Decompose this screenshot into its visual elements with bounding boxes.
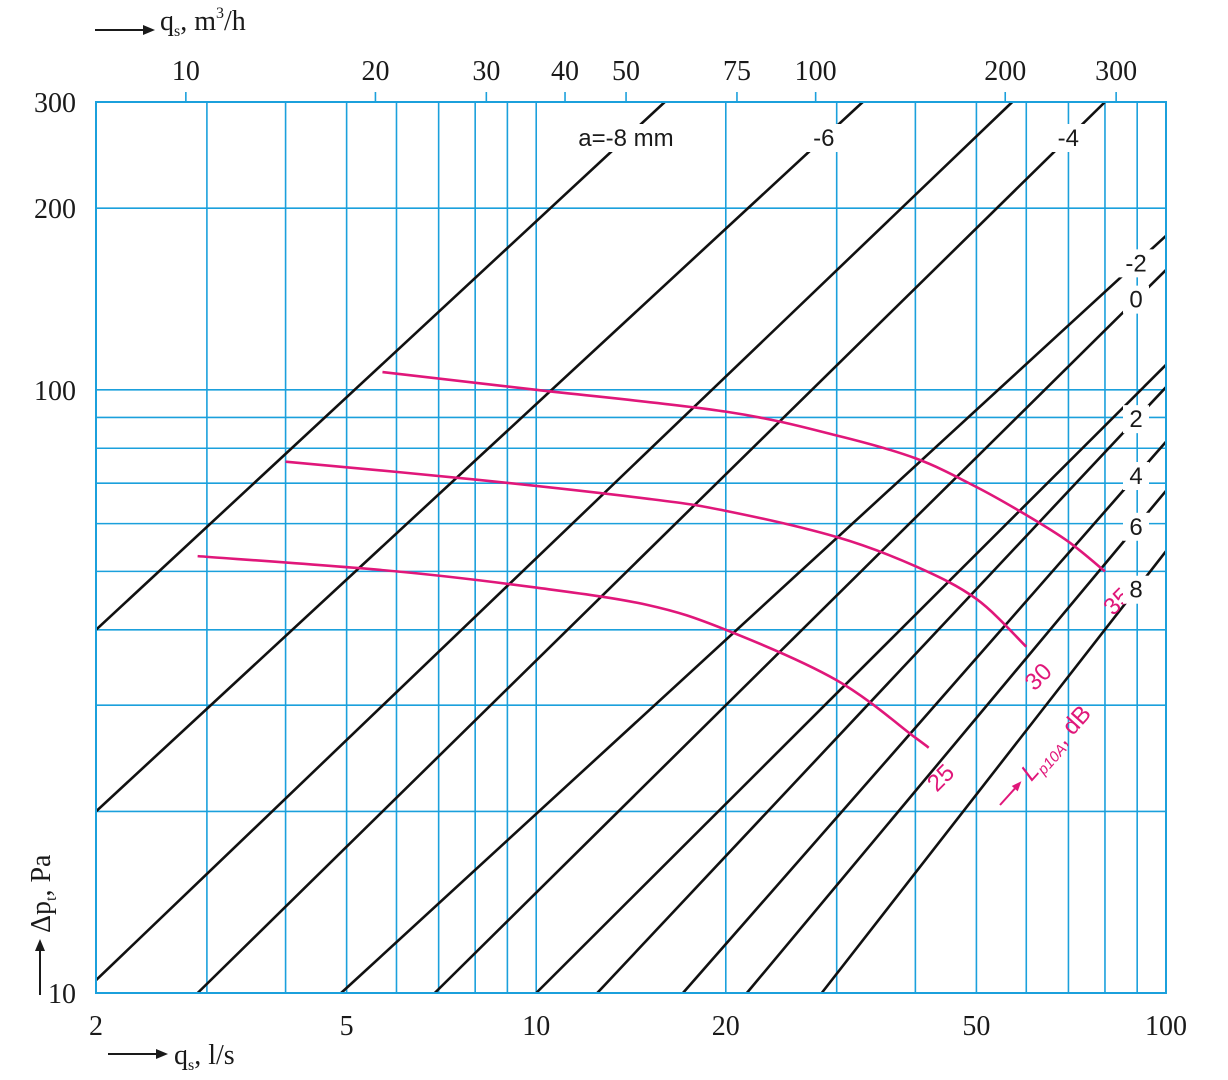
svg-text:Lp10A, dB: Lp10A, dB <box>1016 700 1099 788</box>
line-label: 2 <box>1129 406 1142 433</box>
series-line <box>95 101 864 813</box>
x-bottom-title: qs, l/s <box>108 1040 235 1074</box>
line-label: -2 <box>1125 250 1146 277</box>
y-tick-label: 100 <box>34 376 76 407</box>
series-line <box>433 269 1167 994</box>
top-tick-label: 300 <box>1095 56 1137 87</box>
x-tick-label: 2 <box>89 1011 103 1042</box>
y-title: Δpt, Pa <box>26 854 60 995</box>
y-tick-label: 10 <box>48 979 76 1010</box>
x-top-sup: 3 <box>216 5 224 22</box>
x-tick-label: 5 <box>340 1011 354 1042</box>
y-sub: t <box>43 896 60 901</box>
series-line <box>745 489 1167 994</box>
top-tick-label: 200 <box>984 56 1026 87</box>
x-tick-label: 50 <box>962 1011 990 1042</box>
top-tick-label: 50 <box>612 56 640 87</box>
line-label: -4 <box>1058 125 1079 152</box>
curve-axis-arrow-shaft <box>999 786 1017 806</box>
x-top-title: qs, m3/h <box>95 5 246 40</box>
y-label: Δp <box>26 901 57 933</box>
series-line <box>95 101 666 631</box>
y-tick-label: 300 <box>34 88 76 119</box>
x-bottom-label: q <box>174 1040 188 1071</box>
x-tick-label: 100 <box>1145 1011 1187 1042</box>
line-label: a=-8 mm <box>578 125 673 152</box>
line-label-bg <box>570 124 681 152</box>
y-unit: , Pa <box>26 854 57 897</box>
x-bottom-sub: s <box>188 1057 194 1074</box>
black-lines <box>95 101 1168 994</box>
y-arrow-icon <box>35 939 45 951</box>
x-tick-label: 20 <box>712 1011 740 1042</box>
line-label-bg <box>1123 512 1149 541</box>
y-tick-label: 200 <box>34 194 76 225</box>
line-label-bg <box>803 124 844 152</box>
grid <box>95 101 1167 994</box>
top-tick-label: 30 <box>472 56 500 87</box>
curve-label: 30 <box>1020 658 1058 696</box>
line-labels: a=-8 mm -6 -4 -2 0 2 4 6 8 <box>570 124 1156 604</box>
top-tick-label: 40 <box>551 56 579 87</box>
curve-label: 25 <box>922 759 960 797</box>
curve-line <box>382 370 1106 573</box>
line-label-bg <box>1116 249 1156 278</box>
x-top-label: q <box>160 6 174 37</box>
x-top-sub: s <box>174 23 180 40</box>
line-label: 4 <box>1129 463 1142 490</box>
plot-frame <box>95 101 1167 994</box>
x-top-unit2: /h <box>224 6 246 37</box>
line-label-bg <box>1123 462 1149 491</box>
line-label-bg <box>1048 124 1089 152</box>
line-label: 8 <box>1129 577 1142 604</box>
top-tick-label: 100 <box>795 56 837 87</box>
series-line <box>535 363 1167 994</box>
svg-text:qs, m3/h: qs, m3/h <box>160 5 246 40</box>
x-bottom-unit: , l/s <box>194 1040 234 1071</box>
svg-text:Δpt, Pa: Δpt, Pa <box>26 854 60 933</box>
svg-text:qs, l/s: qs, l/s <box>174 1040 235 1074</box>
line-label: 0 <box>1129 287 1142 314</box>
series-line <box>95 101 1014 982</box>
curve-line <box>197 554 930 749</box>
series-line <box>820 550 1168 994</box>
x-top-arrow-icon <box>143 25 155 35</box>
x-tick-label: 10 <box>522 1011 550 1042</box>
curve-line <box>285 460 1028 648</box>
curve-axis-arrow-icon <box>1011 781 1022 792</box>
top-tick-label: 10 <box>172 56 200 87</box>
top-tick-label: 75 <box>723 56 751 87</box>
curve-axis-title: Lp10A, dB <box>999 700 1099 806</box>
series-line <box>340 234 1167 994</box>
line-label: -6 <box>813 125 834 152</box>
series-line <box>196 101 1106 994</box>
series-line <box>681 440 1167 994</box>
line-label-bg <box>1123 405 1149 434</box>
line-label-bg <box>1123 285 1149 314</box>
line-label: 6 <box>1129 514 1142 541</box>
series-line <box>596 386 1167 994</box>
line-label-bg <box>1123 575 1149 604</box>
top-tick-label: 20 <box>361 56 389 87</box>
x-top-unit: , m <box>180 6 216 37</box>
x-bottom-arrow-icon <box>156 1049 168 1059</box>
